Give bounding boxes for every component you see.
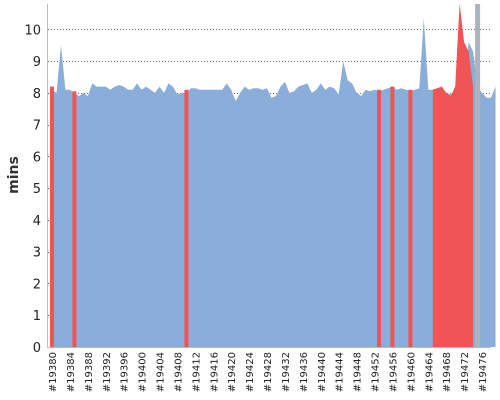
x-tick-label: #19468 (442, 352, 453, 392)
x-tick-label: #19464 (424, 352, 435, 392)
y-tick-label: 9 (33, 55, 41, 70)
x-tick-label: #19412 (191, 352, 202, 392)
x-tick-label: #19380 (48, 352, 59, 392)
failed-build-bar (72, 91, 77, 347)
y-axis-title: mins (6, 156, 22, 194)
x-tick-label: #19408 (173, 352, 184, 392)
series-area-failed (432, 4, 474, 347)
x-tick-labels: #19380 #19384 #19388 #19392 #19396 #19400 #194… (48, 352, 489, 392)
failed-build-bar (408, 89, 413, 348)
x-tick-label: #19428 (263, 352, 274, 392)
x-tick-label: #19420 (227, 352, 238, 392)
y-tick-label: 6 (33, 150, 41, 165)
x-tick-label: #19416 (209, 352, 220, 392)
y-tick-label: 10 (24, 23, 41, 38)
x-tick-label: #19444 (335, 352, 346, 392)
x-tick-label: #19456 (388, 352, 399, 392)
y-tick-label: 2 (33, 277, 41, 292)
failed-build-bar (184, 89, 189, 348)
x-tick-label: #19388 (84, 352, 95, 392)
x-tick-label: #19472 (460, 352, 471, 392)
x-tick-label: #19400 (138, 352, 149, 392)
failed-build-bar (50, 86, 54, 347)
x-tick-label: #19476 (478, 352, 489, 392)
x-tick-label: #19392 (102, 352, 113, 392)
y-tick-label: 8 (33, 87, 41, 102)
failed-build-bar (377, 89, 381, 348)
x-tick-label: #19396 (120, 352, 131, 392)
x-tick-label: #19452 (371, 352, 382, 392)
failed-build-bar (390, 86, 395, 347)
x-tick-label: #19436 (299, 352, 310, 392)
axes (47, 4, 491, 348)
x-tick-label: #19460 (406, 352, 417, 392)
x-tick-label: #19404 (156, 352, 167, 392)
x-tick-label: #19440 (317, 352, 328, 392)
plot-area (50, 4, 496, 348)
y-tick-label: 3 (33, 246, 41, 261)
aborted-build-bar (475, 4, 481, 347)
y-tick-label: 1 (33, 309, 41, 324)
y-tick-label: 4 (33, 214, 41, 229)
x-tick-label: #19432 (281, 352, 292, 392)
series-area-success (52, 18, 496, 348)
y-tick-labels: 0 1 2 3 4 5 6 7 8 9 10 (24, 23, 41, 356)
x-tick-label: #19384 (66, 352, 77, 392)
y-tick-label: 7 (33, 119, 41, 134)
x-tick-label: #19424 (245, 352, 256, 392)
y-tick-label: 5 (33, 182, 41, 197)
x-tick-label: #19448 (353, 352, 364, 392)
y-tick-label: 0 (33, 341, 41, 356)
